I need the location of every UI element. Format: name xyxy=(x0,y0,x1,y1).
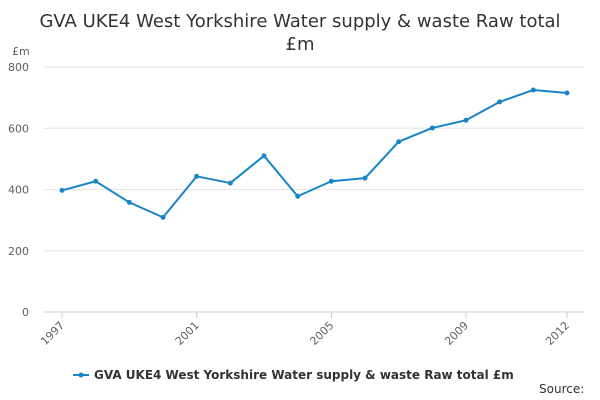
data-point[interactable] xyxy=(463,117,469,123)
data-point[interactable] xyxy=(429,125,435,131)
y-tick-label: 600 xyxy=(8,122,29,135)
x-tick-label: 2012 xyxy=(543,319,572,348)
y-tick-label: 800 xyxy=(8,61,29,74)
legend-point-marker xyxy=(78,372,84,378)
x-tick-label: 2005 xyxy=(307,319,336,348)
data-point[interactable] xyxy=(126,199,132,205)
data-point[interactable] xyxy=(396,139,402,145)
data-point[interactable] xyxy=(93,178,99,184)
grid-lines xyxy=(44,66,584,252)
data-point[interactable] xyxy=(362,175,368,181)
x-tick-label: 2009 xyxy=(442,319,471,348)
data-point[interactable] xyxy=(59,187,65,193)
data-point[interactable] xyxy=(227,180,233,186)
y-axis-unit-label: £m xyxy=(12,45,30,58)
y-axis-tick-labels: 0 200 400 600 800 xyxy=(8,61,29,319)
y-tick-label: 0 xyxy=(22,306,29,319)
series-line xyxy=(61,88,568,219)
data-point[interactable] xyxy=(295,193,301,199)
y-tick-label: 200 xyxy=(8,245,29,258)
source-label: Source: xyxy=(539,382,584,396)
legend[interactable]: GVA UKE4 West Yorkshire Water supply & w… xyxy=(73,368,514,382)
data-point[interactable] xyxy=(564,90,570,96)
data-point[interactable] xyxy=(328,178,334,184)
data-point[interactable] xyxy=(160,214,166,220)
data-point[interactable] xyxy=(497,99,503,105)
x-tick-label: 1997 xyxy=(38,319,67,348)
y-tick-label: 400 xyxy=(8,184,29,197)
chart-title-line-2: £m xyxy=(286,34,315,55)
x-axis-tick-labels: 1997 2001 2005 2009 2012 xyxy=(38,312,572,348)
data-point[interactable] xyxy=(261,153,267,159)
x-tick-label: 2001 xyxy=(173,319,202,348)
legend-label: GVA UKE4 West Yorkshire Water supply & w… xyxy=(94,368,514,382)
data-point[interactable] xyxy=(194,173,200,179)
data-point[interactable] xyxy=(530,87,536,93)
chart-title-line-1: GVA UKE4 West Yorkshire Water supply & w… xyxy=(39,11,560,32)
series-layer xyxy=(59,87,570,220)
